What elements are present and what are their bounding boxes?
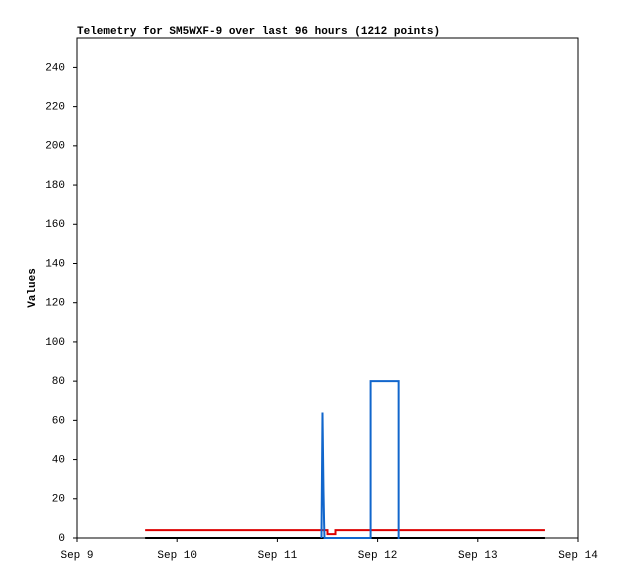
y-axis-label: Values xyxy=(27,268,39,308)
x-tick-label: Sep 14 xyxy=(558,550,598,562)
y-tick-label: 80 xyxy=(52,376,65,388)
chart-title: Telemetry for SM5WXF-9 over last 96 hour… xyxy=(77,26,440,38)
plot-frame xyxy=(76,37,579,539)
series-line xyxy=(320,380,400,539)
x-tick-label: Sep 10 xyxy=(157,550,197,562)
y-tick-label: 240 xyxy=(45,62,65,74)
y-tick-label: 200 xyxy=(45,141,65,153)
y-tick-label: 100 xyxy=(45,337,65,349)
y-tick-label: 20 xyxy=(52,494,65,506)
y-tick-label: 140 xyxy=(45,258,65,270)
y-tick-label: 60 xyxy=(52,415,65,427)
y-tick-label: 160 xyxy=(45,219,65,231)
x-tick-label: Sep 9 xyxy=(60,550,93,562)
y-tick-label: 220 xyxy=(45,102,65,114)
y-tick-label: 180 xyxy=(45,180,65,192)
x-tick-label: Sep 13 xyxy=(458,550,498,562)
y-tick-label: 120 xyxy=(45,298,65,310)
x-tick-label: Sep 11 xyxy=(258,550,298,562)
y-tick-label: 40 xyxy=(52,454,65,466)
series-line xyxy=(145,529,545,536)
x-tick-label: Sep 12 xyxy=(358,550,398,562)
y-tick-label: 0 xyxy=(58,533,65,545)
